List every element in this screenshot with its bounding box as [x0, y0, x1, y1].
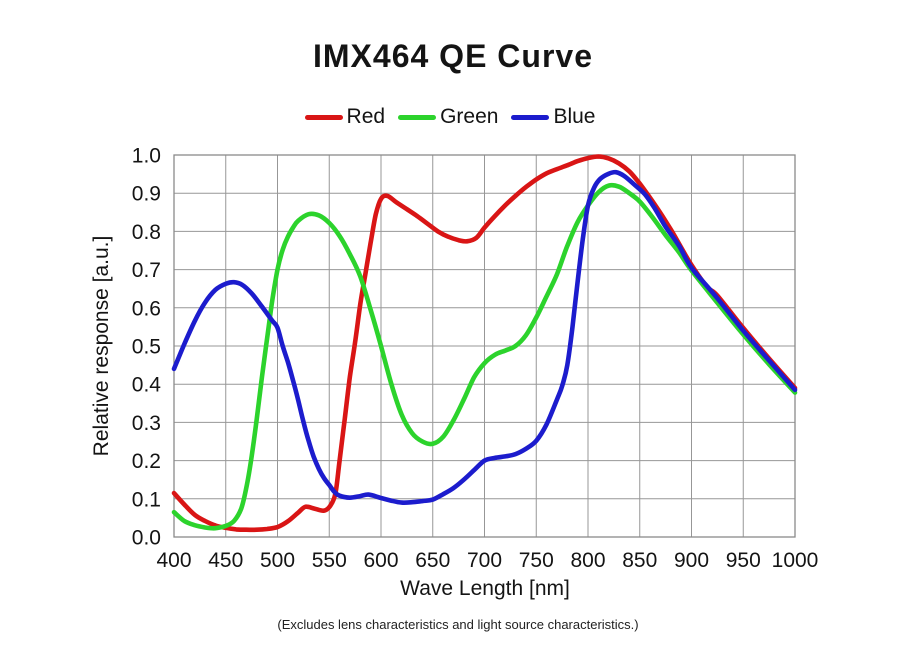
- y-axis-label: Relative response [a.u.]: [90, 235, 113, 457]
- chart-legend: Red Green Blue: [0, 104, 900, 130]
- curve-blue: [171, 169, 798, 506]
- curve-green: [171, 182, 798, 531]
- x-tick-label: 700: [467, 549, 502, 572]
- x-axis-label: Wave Length [nm]: [400, 577, 570, 600]
- plot-border: [173, 154, 796, 538]
- y-tick-label: 0.4: [132, 374, 162, 397]
- x-tick-label: 900: [674, 549, 709, 572]
- y-tick-label: 1.0: [132, 145, 161, 168]
- legend-label-blue: Blue: [553, 105, 596, 128]
- x-tick-label: 650: [415, 549, 450, 572]
- x-tick-label: 950: [726, 549, 761, 572]
- x-tick-label: 400: [156, 549, 191, 572]
- y-tick-label: 0.7: [132, 259, 161, 282]
- chart-title: IMX464 QE Curve: [313, 38, 593, 74]
- y-tick-label: 0.0: [132, 527, 161, 550]
- chart-footnote: (Excludes lens characteristics and light…: [277, 617, 639, 632]
- legend-swatch-blue: [511, 114, 550, 120]
- legend-item-blue: Blue: [511, 104, 595, 130]
- y-tick-label: 0.6: [132, 297, 161, 320]
- x-tick-label: 550: [312, 549, 347, 572]
- y-tick-label: 0.1: [132, 488, 161, 511]
- curve-red: [171, 154, 798, 533]
- x-tick-label: 450: [208, 549, 243, 572]
- x-tick-label: 850: [622, 549, 657, 572]
- y-tick-label: 0.9: [132, 183, 161, 206]
- x-tick-label: 750: [519, 549, 554, 572]
- x-tick-label: 500: [260, 549, 295, 572]
- y-tick-label: 0.8: [132, 221, 161, 244]
- legend-item-green: Green: [398, 104, 498, 130]
- y-tick-label: 0.3: [132, 412, 161, 435]
- legend-item-red: Red: [304, 104, 386, 130]
- x-tick-label: 1000: [772, 549, 819, 572]
- x-tick-label: 800: [570, 549, 605, 572]
- legend-swatch-green: [398, 114, 437, 120]
- y-tick-label: 0.5: [132, 336, 161, 359]
- legend-label-red: Red: [346, 105, 386, 128]
- legend-swatch-red: [304, 114, 343, 120]
- x-tick-label: 600: [363, 549, 398, 572]
- y-tick-label: 0.2: [132, 450, 161, 473]
- legend-label-green: Green: [440, 105, 499, 128]
